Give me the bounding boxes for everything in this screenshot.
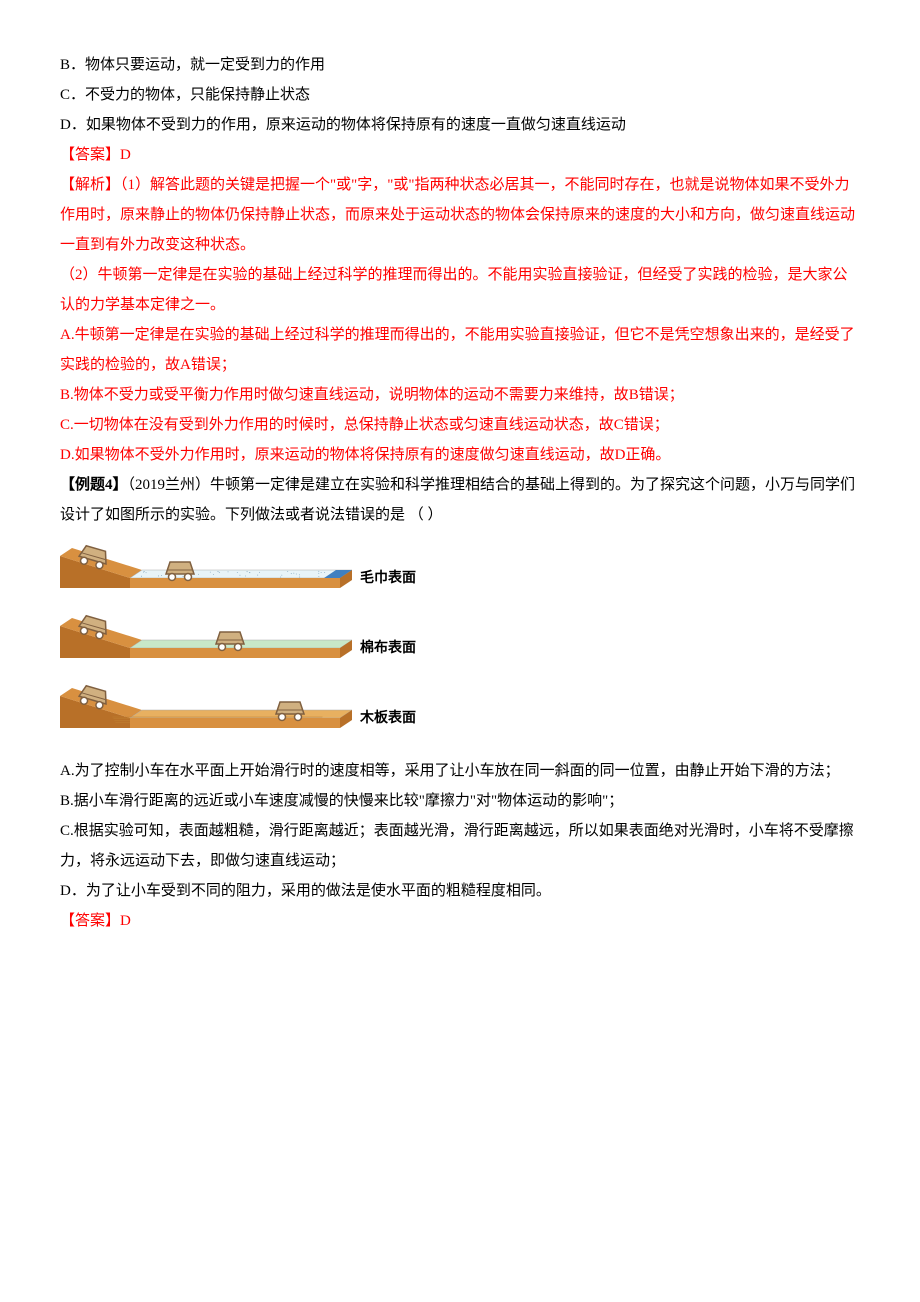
- example4-source: （2019兰州）: [128, 477, 211, 493]
- option-c: C．不受力的物体，只能保持静止状态: [60, 80, 860, 110]
- svg-text:毛巾表面: 毛巾表面: [360, 569, 416, 585]
- explain-p1: 【解析】（1）解答此题的关键是把握一个"或"字，"或"指两种状态必居其一，不能同…: [60, 170, 860, 260]
- svg-text:棉布表面: 棉布表面: [360, 639, 416, 655]
- explain-header: 【解析】: [60, 177, 120, 193]
- explain-b: B.物体不受力或受平衡力作用时做匀速直线运动，说明物体的运动不需要力来维持，故B…: [60, 380, 860, 410]
- option-b: B．物体只要运动，就一定受到力的作用: [60, 50, 860, 80]
- explain-c: C.一切物体在没有受到外力作用的时候时，总保持静止状态或匀速直线运动状态，故C错…: [60, 410, 860, 440]
- svg-text:木板表面: 木板表面: [359, 709, 416, 725]
- option4-b: B.据小车滑行距离的远近或小车速度减慢的快慢来比较"摩擦力"对"物体运动的影响"…: [60, 786, 860, 816]
- option4-c: C.根据实验可知，表面越粗糙，滑行距离越近；表面越光滑，滑行距离越远，所以如果表…: [60, 816, 860, 876]
- answer-label-1: 【答案】D: [60, 140, 860, 170]
- experiment-diagram: 毛巾表面棉布表面木板表面: [60, 538, 860, 748]
- option4-d: D．为了让小车受到不同的阻力，采用的做法是使水平面的粗糙程度相同。: [60, 876, 860, 906]
- answer-label-2: 【答案】D: [60, 906, 860, 936]
- example4-stem: 【例题4】（2019兰州）牛顿第一定律是建立在实验和科学推理相结合的基础上得到的…: [60, 470, 860, 530]
- explain-a: A.牛顿第一定律是在实验的基础上经过科学的推理而得出的，不能用实验直接验证，但它…: [60, 320, 860, 380]
- explain-p1-text: （1）解答此题的关键是把握一个"或"字，"或"指两种状态必居其一，不能同时存在，…: [60, 177, 855, 253]
- option4-a: A.为了控制小车在水平面上开始滑行时的速度相等，采用了让小车放在同一斜面的同一位…: [60, 756, 860, 786]
- option-d: D．如果物体不受到力的作用，原来运动的物体将保持原有的速度一直做匀速直线运动: [60, 110, 860, 140]
- explain-d: D.如果物体不受外力作用时，原来运动的物体将保持原有的速度做匀速直线运动，故D正…: [60, 440, 860, 470]
- example4-label: 【例题4】: [60, 477, 128, 493]
- explain-p2: （2）牛顿第一定律是在实验的基础上经过科学的推理而得出的。不能用实验直接验证，但…: [60, 260, 860, 320]
